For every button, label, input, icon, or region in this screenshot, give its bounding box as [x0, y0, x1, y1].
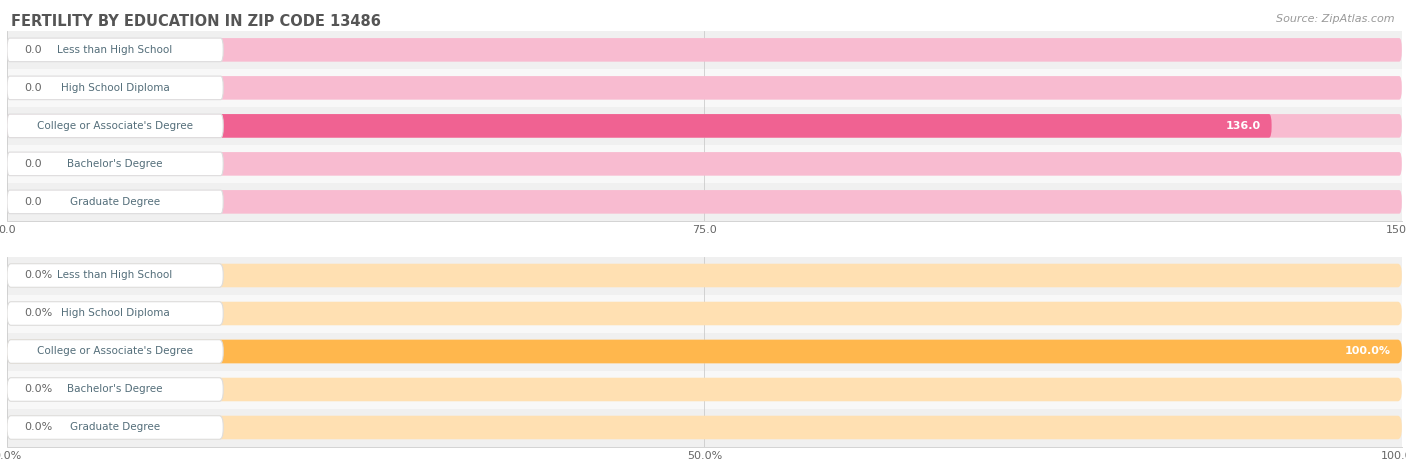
Text: 0.0: 0.0	[24, 197, 41, 207]
Bar	[7, 370, 1402, 408]
FancyBboxPatch shape	[7, 340, 224, 363]
FancyBboxPatch shape	[7, 378, 224, 401]
Text: College or Associate's Degree: College or Associate's Degree	[37, 121, 193, 131]
FancyBboxPatch shape	[7, 114, 224, 138]
FancyBboxPatch shape	[7, 152, 224, 176]
Text: Bachelor's Degree: Bachelor's Degree	[67, 159, 163, 169]
FancyBboxPatch shape	[7, 378, 1402, 401]
FancyBboxPatch shape	[7, 190, 1402, 214]
FancyBboxPatch shape	[7, 190, 224, 214]
Text: 0.0: 0.0	[24, 83, 41, 93]
Bar	[7, 31, 1402, 69]
FancyBboxPatch shape	[7, 340, 1402, 363]
Bar	[7, 256, 1402, 294]
FancyBboxPatch shape	[7, 340, 1402, 363]
FancyBboxPatch shape	[7, 76, 224, 100]
FancyBboxPatch shape	[7, 416, 1402, 439]
Bar	[7, 183, 1402, 221]
Text: 100.0%: 100.0%	[1344, 346, 1391, 357]
Text: 0.0%: 0.0%	[24, 422, 52, 433]
Bar	[7, 332, 1402, 371]
FancyBboxPatch shape	[7, 416, 224, 439]
Bar	[7, 294, 1402, 332]
FancyBboxPatch shape	[7, 302, 224, 325]
Text: College or Associate's Degree: College or Associate's Degree	[37, 346, 193, 357]
Text: Less than High School: Less than High School	[58, 45, 173, 55]
FancyBboxPatch shape	[7, 302, 1402, 325]
Text: FERTILITY BY EDUCATION IN ZIP CODE 13486: FERTILITY BY EDUCATION IN ZIP CODE 13486	[11, 14, 381, 29]
FancyBboxPatch shape	[7, 38, 224, 62]
Text: 0.0%: 0.0%	[24, 384, 52, 395]
Bar	[7, 408, 1402, 446]
Bar	[7, 145, 1402, 183]
FancyBboxPatch shape	[7, 264, 224, 287]
FancyBboxPatch shape	[7, 114, 1402, 138]
FancyBboxPatch shape	[7, 114, 1271, 138]
FancyBboxPatch shape	[7, 152, 1402, 176]
Text: 0.0: 0.0	[24, 159, 41, 169]
Bar	[7, 69, 1402, 107]
Text: Less than High School: Less than High School	[58, 270, 173, 281]
Text: 0.0%: 0.0%	[24, 270, 52, 281]
FancyBboxPatch shape	[7, 76, 1402, 100]
Text: High School Diploma: High School Diploma	[60, 83, 170, 93]
FancyBboxPatch shape	[7, 38, 1402, 62]
Text: 0.0%: 0.0%	[24, 308, 52, 319]
Text: 136.0: 136.0	[1225, 121, 1260, 131]
Text: Bachelor's Degree: Bachelor's Degree	[67, 384, 163, 395]
Text: High School Diploma: High School Diploma	[60, 308, 170, 319]
Text: 0.0: 0.0	[24, 45, 41, 55]
Text: Source: ZipAtlas.com: Source: ZipAtlas.com	[1277, 14, 1395, 24]
Text: Graduate Degree: Graduate Degree	[70, 197, 160, 207]
FancyBboxPatch shape	[7, 264, 1402, 287]
Bar	[7, 107, 1402, 145]
Text: Graduate Degree: Graduate Degree	[70, 422, 160, 433]
